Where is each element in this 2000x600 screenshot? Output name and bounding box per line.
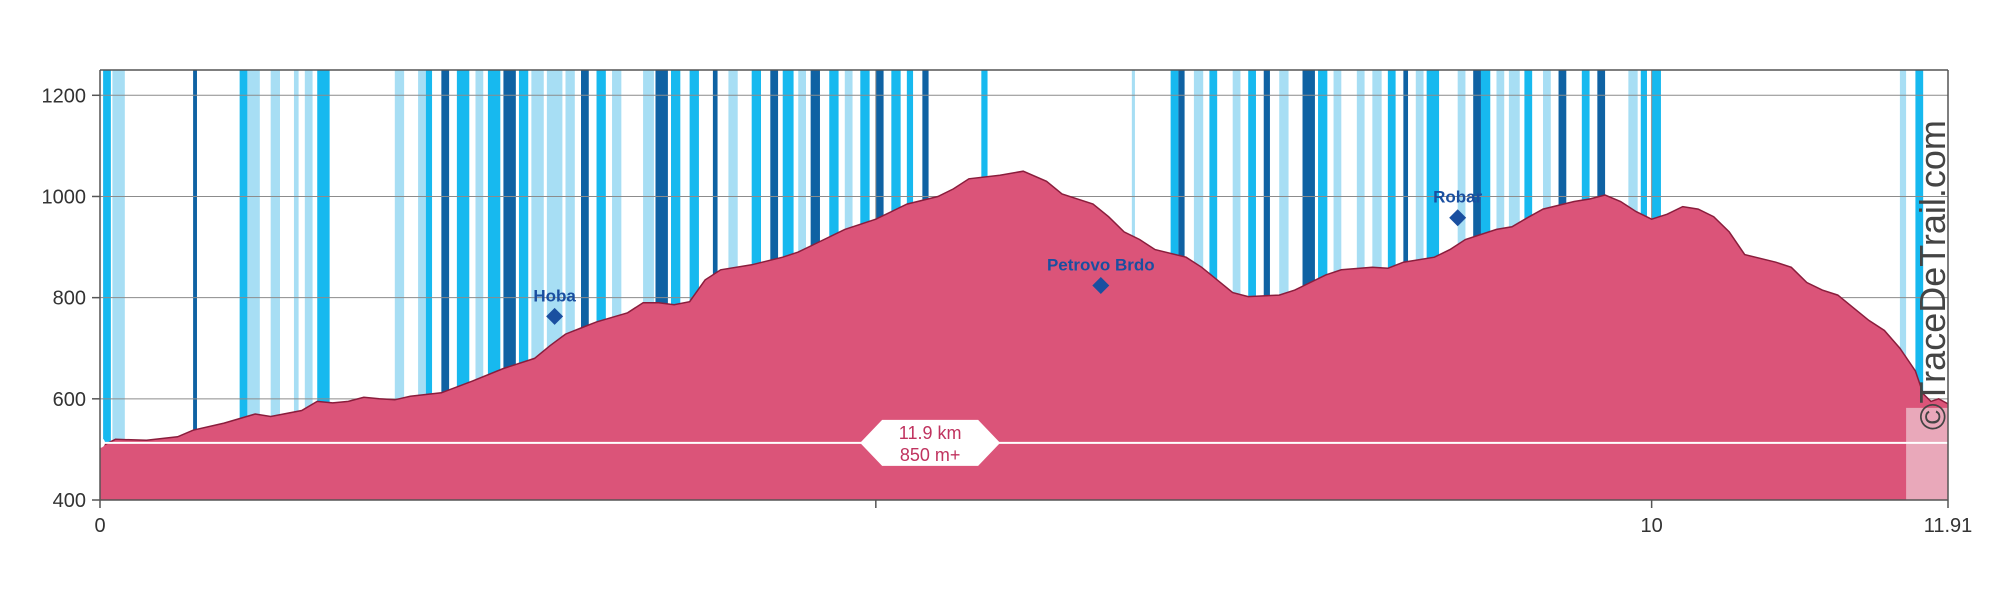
terrain-stripe [531, 70, 544, 443]
terrain-stripe [770, 70, 779, 443]
terrain-stripe [1209, 70, 1218, 443]
peak-marker-icon [546, 307, 564, 325]
terrain-stripe [317, 70, 330, 443]
terrain-stripe [270, 70, 280, 443]
terrain-stripe [1318, 70, 1328, 443]
end-shade [1906, 407, 1948, 500]
terrain-stripe [239, 70, 248, 443]
terrain-stripe [1415, 70, 1424, 443]
terrain-stripe [643, 70, 654, 443]
summary-gain: 850 m+ [900, 445, 961, 465]
terrain-stripe [728, 70, 738, 443]
peak-label: Petrovo Brdo [1047, 256, 1155, 275]
x-tick-label: 0 [94, 515, 105, 537]
peak-label: Robar [1433, 188, 1483, 207]
terrain-stripe [441, 70, 450, 443]
y-tick-label: 600 [53, 389, 86, 411]
terrain-stripe [581, 70, 589, 443]
summary-badge [860, 419, 1001, 466]
terrain-stripe [247, 70, 260, 443]
terrain-stripe [1356, 70, 1365, 443]
elevation-fill [100, 171, 1948, 500]
terrain-stripe [689, 70, 699, 443]
y-tick-label: 1200 [42, 85, 87, 107]
elevation-outline [99, 170, 1949, 448]
peak-markers: Hoba Petrovo Brdo Robar [533, 188, 1483, 325]
x-tick-label: 11.91 [1924, 515, 1973, 537]
tick-labels: 400 600 800 1000 1200 0 10 11.91 [42, 85, 1973, 537]
watermark-text: ©TraceDeTrail.com [1912, 120, 1953, 430]
terrain-stripe [487, 70, 501, 443]
summary-distance: 11.9 km [899, 423, 962, 443]
terrain-stripe [394, 70, 405, 443]
terrain-stripe [293, 70, 299, 443]
terrain-stripe [1193, 70, 1204, 443]
terrain-stripe [1279, 70, 1289, 443]
peak-label: Hoba [533, 286, 576, 305]
terrain-stripe [418, 70, 426, 443]
terrain-stripe [671, 70, 681, 443]
terrain-stripe [1387, 70, 1396, 443]
terrain-stripe [1899, 70, 1907, 443]
terrain-stripe [456, 70, 470, 443]
terrain-stripe [1248, 70, 1256, 443]
terrain-stripe [712, 70, 718, 443]
terrain-stripe [103, 70, 111, 443]
terrain-stripe [304, 70, 313, 443]
y-tick-label: 800 [53, 288, 86, 310]
y-tick-label: 400 [53, 490, 86, 512]
terrain-stripe [193, 70, 197, 443]
axes [99, 69, 1949, 501]
terrain-stripe [1333, 70, 1342, 443]
terrain-stripe [425, 70, 433, 443]
terrain-stripe [1263, 70, 1270, 443]
terrain-stripe [1403, 70, 1409, 443]
elevation-area [99, 170, 1949, 500]
terrain-stripe [1232, 70, 1241, 443]
terrain-stripe [565, 70, 575, 443]
terrain-stripe [596, 70, 606, 443]
y-tick-label: 1000 [42, 186, 87, 208]
terrain-stripe [112, 70, 125, 443]
terrain-stripe [751, 70, 761, 443]
terrain-stripe [1372, 70, 1382, 443]
terrain-stripe [475, 70, 484, 443]
terrain-stripe [612, 70, 622, 443]
terrain-stripe [503, 70, 516, 443]
terrain-stripe [1915, 70, 1924, 443]
terrain-stripe [518, 70, 529, 443]
x-tick-label: 10 [1641, 515, 1663, 537]
